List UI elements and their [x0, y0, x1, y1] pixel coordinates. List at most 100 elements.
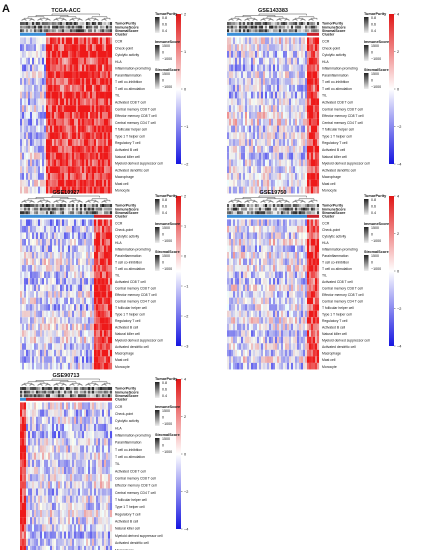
- heatmap-cell: [52, 173, 55, 180]
- heatmap-cell: [56, 84, 59, 92]
- heatmap-cell: [277, 173, 280, 180]
- heatmap-cell: [20, 343, 23, 350]
- heatmap-cell: [307, 118, 310, 126]
- annotation-cell: [307, 211, 310, 215]
- heatmap-cell: [80, 44, 83, 52]
- heatmap-cell: [108, 258, 111, 266]
- annotation-cell: [317, 22, 320, 25]
- annotation-cell: [104, 29, 107, 33]
- heatmap-cell: [86, 78, 89, 85]
- annotation-cell: [269, 207, 272, 211]
- heatmap-cell: [48, 118, 51, 126]
- heatmap-cell: [251, 271, 254, 279]
- heatmap-cell: [307, 265, 310, 272]
- heatmap-cell: [94, 50, 97, 58]
- heatmap-cell: [70, 44, 73, 52]
- heatmap-cell: [265, 258, 268, 266]
- heatmap-cell: [317, 37, 320, 45]
- heatmap-cell: [98, 278, 101, 285]
- dendrogram-branch: [77, 201, 83, 203]
- heatmap-cell: [309, 284, 312, 292]
- heatmap-cell: [32, 297, 35, 305]
- heatmap-cell: [263, 57, 266, 65]
- dendrogram-branch: [292, 19, 298, 21]
- heatmap-cell: [289, 232, 292, 240]
- heatmap-cell: [36, 336, 39, 344]
- heatmap-cell: [88, 310, 91, 318]
- heatmap-cell: [237, 91, 240, 99]
- heatmap-cell: [90, 112, 93, 119]
- heatmap-cell: [283, 166, 286, 174]
- annotation-cell: [241, 211, 244, 215]
- row-label-ccr: CCR: [115, 221, 123, 225]
- heatmap-cell: [315, 258, 318, 266]
- heatmap-cell: [305, 112, 308, 119]
- heatmap-cell: [237, 232, 240, 240]
- annotation-cell: [62, 214, 65, 218]
- heatmap-cell: [78, 362, 81, 370]
- heatmap-cell: [231, 166, 234, 174]
- heatmap-cell: [281, 225, 284, 233]
- heatmap-cell: [239, 278, 242, 285]
- heatmap-cell: [24, 91, 27, 99]
- annotation-cell: [273, 207, 276, 211]
- heatmap-cell: [82, 291, 85, 298]
- heatmap-cell: [261, 179, 264, 187]
- heatmap-cell: [60, 166, 63, 174]
- heatmap-cell: [102, 78, 105, 85]
- heatmap-cell: [86, 64, 89, 72]
- heatmap-cell: [102, 336, 105, 344]
- heatmap-cell: [98, 71, 101, 79]
- heatmap-cell: [96, 362, 99, 370]
- heatmap-cells: [20, 219, 113, 370]
- heatmap-cell: [52, 245, 55, 253]
- heatmap-cell: [241, 84, 244, 92]
- heatmap-cell: [285, 91, 288, 99]
- annotation-cell: [309, 25, 312, 29]
- heatmap-cell: [58, 44, 61, 52]
- heatmap-cell: [281, 132, 284, 140]
- heatmap-cell: [277, 112, 280, 119]
- heatmap-cell: [315, 252, 318, 259]
- annotation-cell: [108, 25, 111, 29]
- heatmap-cell: [102, 159, 105, 167]
- heatmap-cell: [42, 152, 45, 160]
- heatmap-cell: [273, 98, 276, 106]
- heatmap-cell: [315, 125, 318, 133]
- annotation-cell: [58, 25, 61, 29]
- heatmap-cell: [64, 349, 67, 357]
- annotation-cell: [54, 29, 57, 33]
- heatmap-cell: [233, 91, 236, 99]
- heatmap-cell: [106, 118, 109, 126]
- heatmap-cell: [36, 265, 39, 272]
- heatmap-cell: [295, 159, 298, 167]
- heatmap-cell: [48, 349, 51, 357]
- heatmap-cell: [34, 265, 37, 272]
- heatmap-cell: [257, 159, 260, 167]
- heatmap-cell: [229, 105, 232, 113]
- heatmap-cell: [277, 304, 280, 311]
- annotation-cell: [30, 22, 33, 25]
- heatmap-cell: [96, 125, 99, 133]
- heatmap-cell: [255, 245, 258, 253]
- heatmap-cell: [227, 304, 230, 311]
- heatmap-cell: [255, 125, 258, 133]
- heatmap-cell: [38, 304, 41, 311]
- heatmap-cell: [28, 336, 31, 344]
- heatmap-cell: [243, 57, 246, 65]
- legend-tick-label: 0: [162, 261, 164, 265]
- heatmap-cell: [104, 271, 107, 279]
- heatmap-cell: [231, 105, 234, 113]
- heatmap-cell: [269, 152, 272, 160]
- heatmap-cell: [275, 173, 278, 180]
- heatmap-cell: [54, 44, 57, 52]
- heatmap-cell: [84, 323, 87, 331]
- annotation-cell: [281, 25, 284, 29]
- dendrogram-branch: [91, 16, 108, 19]
- heatmap-cell: [56, 64, 59, 72]
- heatmap-cell: [78, 336, 81, 344]
- heatmap-cell: [241, 57, 244, 65]
- heatmap-cell: [281, 84, 284, 92]
- heatmap-cell: [255, 323, 258, 331]
- heatmap-cell: [36, 258, 39, 266]
